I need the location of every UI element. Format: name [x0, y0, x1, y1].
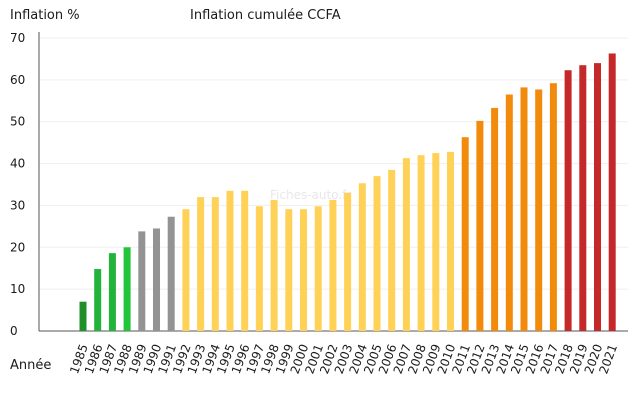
bar: [79, 301, 87, 331]
bar: [182, 209, 190, 331]
bar: [476, 120, 484, 332]
bar: [388, 169, 396, 331]
y-tick-label: 20: [10, 240, 25, 254]
bar: [211, 197, 219, 331]
bar: [300, 209, 307, 331]
y-tick-label: 30: [10, 198, 25, 212]
bar: [241, 190, 249, 331]
bar: [432, 153, 440, 331]
y-axis-label: Inflation %: [10, 8, 80, 23]
bar: [197, 197, 205, 331]
bar: [138, 231, 146, 331]
bar: [505, 94, 513, 331]
y-tick-label: 60: [10, 73, 25, 87]
x-axis-label: Année: [10, 358, 52, 373]
y-tick-label: 70: [10, 31, 25, 45]
bar: [329, 199, 337, 331]
bar: [549, 83, 557, 331]
bar: [417, 155, 425, 331]
bar: [520, 87, 528, 332]
bar: [447, 151, 454, 331]
bar: [579, 65, 587, 331]
bar: [153, 228, 160, 331]
bar: [344, 192, 352, 331]
bar: [123, 247, 131, 331]
bar: [167, 216, 175, 331]
bar: [255, 206, 263, 331]
bar: [270, 199, 278, 331]
y-tick-label: 10: [10, 282, 25, 296]
bar: [108, 253, 116, 331]
bar: [594, 63, 601, 331]
bar: [461, 137, 469, 331]
bar: [358, 183, 366, 331]
bar: [564, 70, 572, 331]
bar: [535, 89, 543, 331]
y-tick-label: 40: [10, 157, 25, 171]
y-tick-label: 0: [10, 324, 18, 338]
bar: [373, 176, 381, 331]
y-tick-label: 50: [10, 115, 25, 129]
bar: [226, 190, 234, 331]
watermark: Fiches-auto.fr: [270, 188, 352, 202]
bar: [314, 206, 322, 331]
bar: [285, 209, 293, 331]
bar: [491, 107, 499, 331]
bar: [402, 158, 410, 331]
bar: [608, 53, 616, 331]
chart-title: Inflation cumulée CCFA: [190, 8, 341, 23]
bar: [94, 269, 102, 331]
